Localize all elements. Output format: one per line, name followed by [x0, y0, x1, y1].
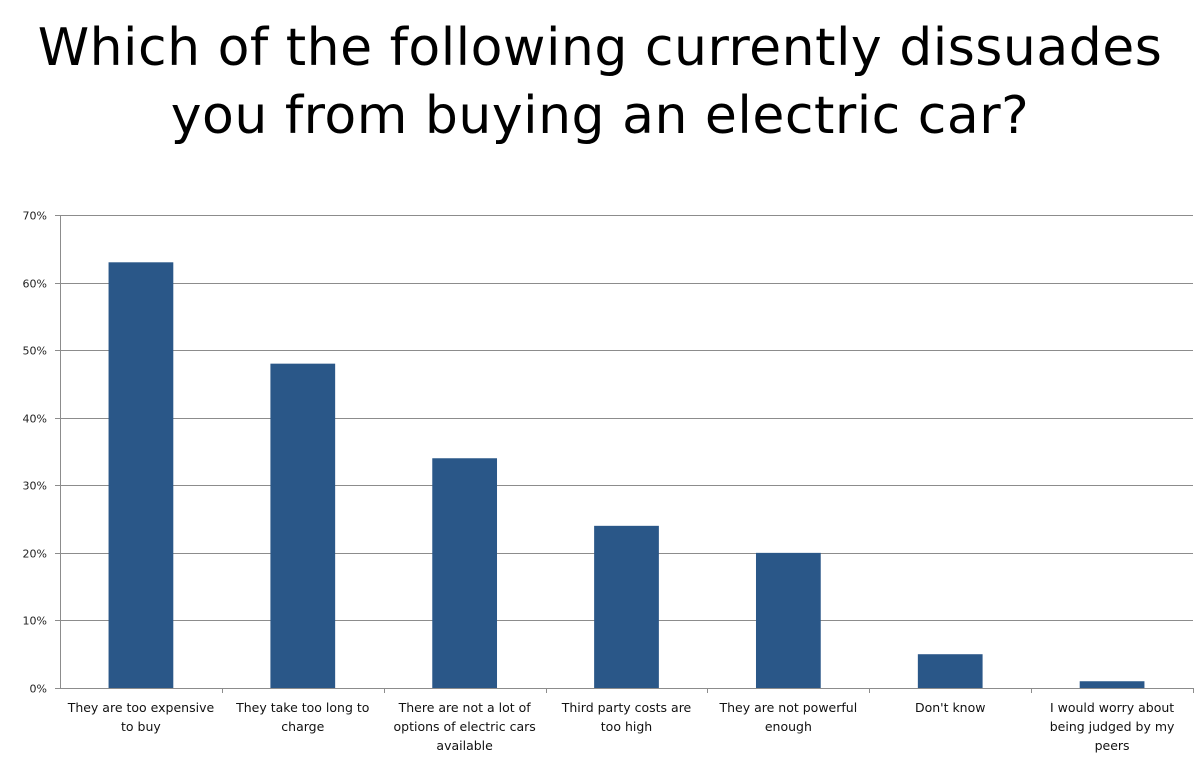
- x-axis-labels: They are too expensive to buy They take to…: [67, 700, 1175, 753]
- y-tick-label: 0%: [30, 683, 47, 696]
- x-tick-label-line: They take too long to: [235, 700, 369, 715]
- bar: [1079, 681, 1145, 688]
- x-tick-label-line: peers: [1095, 738, 1130, 753]
- x-tick-label: Third party costs are too high: [561, 700, 692, 734]
- axes: [60, 215, 1194, 693]
- bar: [432, 458, 498, 688]
- y-tick-label: 60%: [23, 278, 47, 291]
- x-tick-label-line: options of electric cars: [393, 719, 535, 734]
- x-tick-label-line: They are not powerful: [719, 700, 858, 715]
- x-tick-label: They take too long to charge: [235, 700, 369, 734]
- x-tick-label: They are too expensive to buy: [67, 700, 215, 734]
- x-tick-label-line: Don't know: [915, 700, 986, 715]
- bar: [108, 262, 174, 688]
- x-tick-label-line: I would worry about: [1050, 700, 1174, 715]
- y-axis-ticks: 0% 10% 20% 30% 40% 50% 60% 70%: [23, 210, 60, 696]
- x-tick-label-line: to buy: [121, 719, 161, 734]
- x-tick-label-line: There are not a lot of: [398, 700, 532, 715]
- y-tick-label: 50%: [23, 345, 47, 358]
- y-tick-label: 10%: [23, 615, 47, 628]
- y-tick-label: 40%: [23, 413, 47, 426]
- x-tick-label-line: Third party costs are: [561, 700, 692, 715]
- y-tick-label: 70%: [23, 210, 47, 223]
- x-tick-label: They are not powerful enough: [719, 700, 858, 734]
- x-tick-label-line: They are too expensive: [67, 700, 215, 715]
- y-tick-label: 30%: [23, 480, 47, 493]
- gridlines: [60, 215, 1193, 621]
- x-tick-label-line: too high: [601, 719, 652, 734]
- bar: [755, 552, 821, 688]
- x-tick-label-line: available: [436, 738, 493, 753]
- bar: [594, 525, 659, 688]
- x-tick-label-line: enough: [765, 719, 812, 734]
- chart-title: Which of the following currently dissuad…: [0, 14, 1200, 150]
- bars: [108, 262, 1145, 688]
- x-tick-label: I would worry about being judged by my pee…: [1050, 700, 1175, 753]
- x-tick-label: Don't know: [915, 700, 986, 715]
- x-tick-label: There are not a lot of options of electri…: [393, 700, 535, 753]
- title-line-2: you from buying an electric car?: [170, 86, 1030, 146]
- bar: [270, 363, 336, 688]
- x-tick-label-line: charge: [281, 719, 324, 734]
- x-tick-label-line: being judged by my: [1050, 719, 1175, 734]
- bar: [917, 654, 983, 688]
- title-line-1: Which of the following currently dissuad…: [37, 18, 1163, 78]
- y-tick-label: 20%: [23, 548, 47, 561]
